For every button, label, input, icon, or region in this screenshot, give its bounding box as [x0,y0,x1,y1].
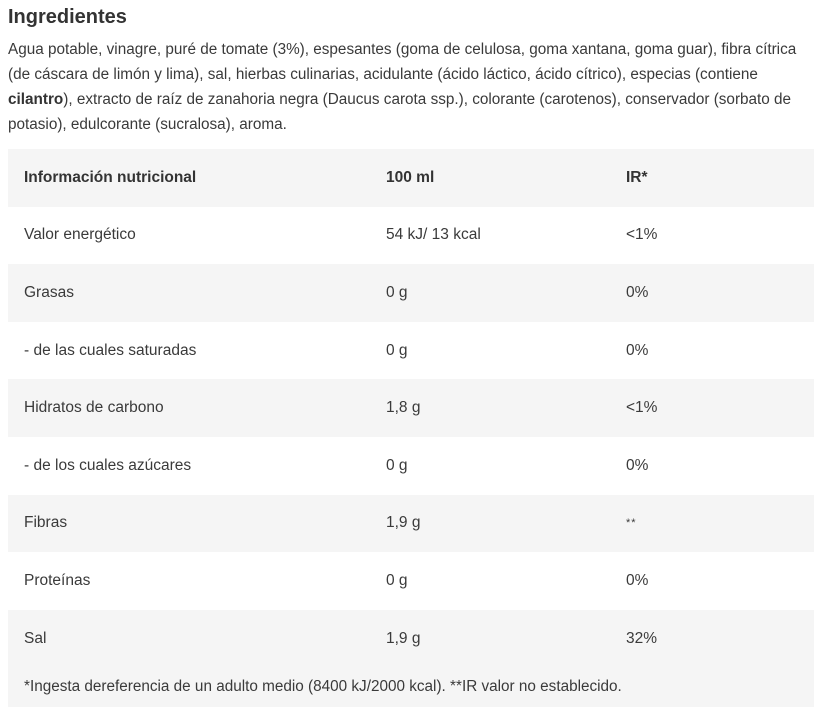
header-ir: IR* [626,168,648,186]
header-per-100ml: 100 ml [386,168,435,186]
ingredients-text-end: ), extracto de raíz de zanahoria negra (… [8,91,792,133]
table-row: Proteínas 0 g 0% [8,552,814,610]
nutrient-amount: 1,9 g [386,629,421,647]
ingredients-text-start: Agua potable, vinagre, puré de tomate (3… [8,41,797,83]
nutrition-table-header: Información nutricional 100 ml IR* [8,149,814,207]
allergen-highlight: cilantro [8,91,64,108]
nutrient-amount: 1,9 g [386,514,421,532]
nutrient-amount: 0 g [386,283,408,301]
nutrient-name: Fibras [24,514,68,532]
ingredients-title: Ingredientes [8,6,127,28]
nutrient-amount: 54 kJ/ 13 kcal [386,226,481,244]
nutrient-ir: 0% [626,283,649,301]
nutrient-ir: ** [626,517,637,530]
nutrient-amount: 0 g [386,456,408,474]
ingredients-text: Agua potable, vinagre, puré de tomate (3… [8,37,813,137]
nutrient-name: Valor energético [24,226,136,244]
table-row: - de las cuales saturadas 0 g 0% [8,321,814,380]
footnote-text: *Ingesta dereferencia de un adulto medio… [24,678,622,695]
nutrient-name: - de los cuales azúcares [24,456,192,474]
nutrient-amount: 1,8 g [386,399,421,417]
nutrition-table: Información nutricional 100 ml IR* Valor… [8,149,814,668]
table-row: Fibras 1,9 g ** [8,494,814,553]
nutrient-amount: 0 g [386,571,408,589]
nutrition-footnote: *Ingesta dereferencia de un adulto medio… [8,667,814,707]
nutrient-amount: 0 g [386,341,408,359]
nutrient-name: Sal [24,629,47,647]
nutrient-ir: 0% [626,456,649,474]
nutrient-ir: <1% [626,399,658,417]
table-row: Grasas 0 g 0% [8,264,814,322]
nutrient-ir: <1% [626,226,658,244]
nutrient-name: Hidratos de carbono [24,399,164,417]
table-row: Hidratos de carbono 1,8 g <1% [8,379,814,437]
table-row: Valor energético 54 kJ/ 13 kcal <1% [8,206,814,265]
nutrient-ir: 0% [626,571,649,589]
nutrient-ir: 32% [626,629,658,647]
nutrient-name: Proteínas [24,571,91,589]
nutrient-ir: 0% [626,341,649,359]
table-row: Sal 1,9 g 32% [8,609,814,668]
header-nutrition-info: Información nutricional [24,168,197,186]
table-row: - de los cuales azúcares 0 g 0% [8,436,814,495]
nutrient-name: Grasas [24,283,74,301]
nutrient-name: - de las cuales saturadas [24,341,197,359]
